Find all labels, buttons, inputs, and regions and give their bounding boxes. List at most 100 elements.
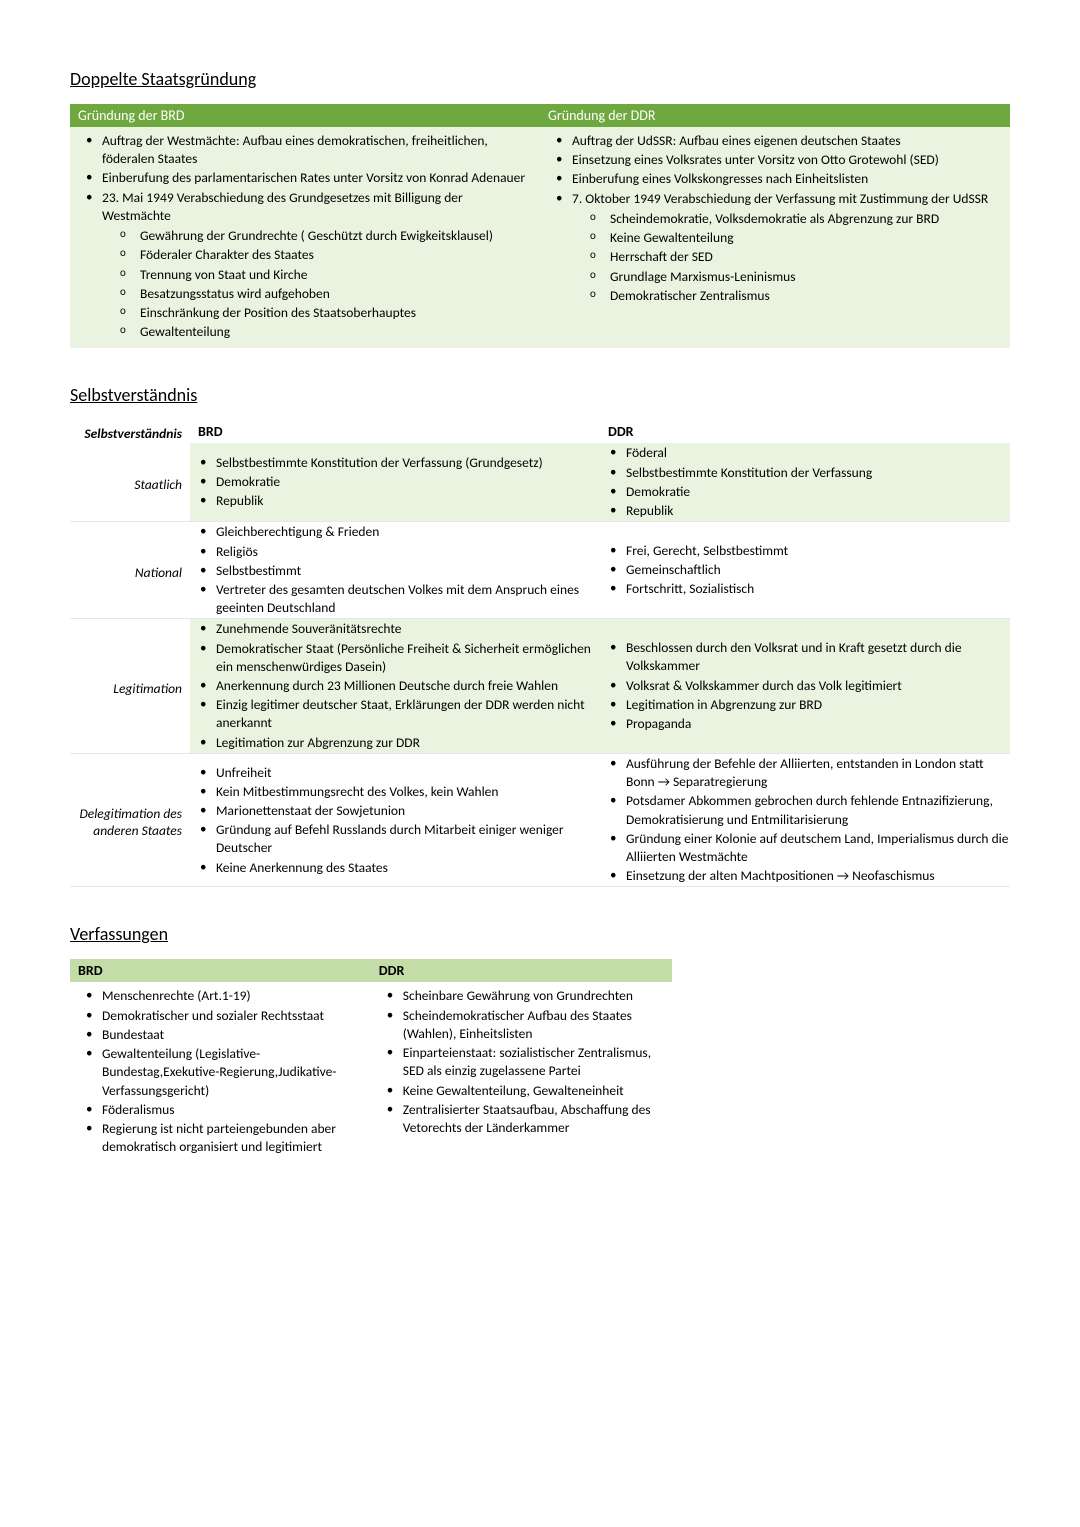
list-item: Trennung von Staat und Kirche (140, 266, 534, 284)
cell-brd: Zunehmende Souveränitätsrechte Demokrati… (190, 619, 600, 754)
col-header-brd: Gründung der BRD (70, 104, 540, 127)
cell-ddr: Auftrag der UdSSR: Aufbau eines eigenen … (540, 127, 1010, 348)
list-item: Menschenrechte (Art.1-19) (102, 987, 365, 1005)
table-verfassungen: BRD DDR Menschenrechte (Art.1-19) Demokr… (70, 959, 672, 1163)
col-header-ddr: DDR (371, 959, 672, 982)
list-item: Gleichberechtigung & Frieden (216, 523, 600, 541)
list-item: Scheindemokratie, Volksdemokratie als Ab… (610, 210, 1004, 228)
list-item: Anerkennung durch 23 Millionen Deutsche … (216, 677, 600, 695)
list-item: Marionettenstaat der Sowjetunion (216, 802, 600, 820)
list-item: Einschränkung der Position des Staatsobe… (140, 304, 534, 322)
list-item: Bundestaat (102, 1026, 365, 1044)
list-item: Auftrag der Westmächte: Aufbau eines dem… (102, 132, 534, 168)
list-item: Besatzungsstatus wird aufgehoben (140, 285, 534, 303)
section2-title: Selbstverständnis (70, 384, 1010, 406)
row-header-label: Selbstverständnis (70, 420, 190, 443)
cell-ddr: Beschlossen durch den Volksrat und in Kr… (600, 619, 1010, 754)
row-label: National (70, 522, 190, 619)
table-row: BRD DDR (70, 959, 672, 982)
list-item: 23. Mai 1949 Verabschiedung des Grundges… (102, 189, 534, 342)
list-item: Selbstbestimmte Konstitution der Verfass… (216, 454, 600, 472)
list-item: Kein Mitbestimmungsrecht des Volkes, kei… (216, 783, 600, 801)
list-item: Beschlossen durch den Volksrat und in Kr… (626, 639, 1010, 675)
col-header-brd: BRD (70, 959, 371, 982)
list-item: Gewaltenteilung (140, 323, 534, 341)
list-item: Demokratischer Zentralismus (610, 287, 1004, 305)
cell-ddr: Föderal Selbstbestimmte Konstitution der… (600, 443, 1010, 521)
list-item: Scheindemokratischer Aufbau des Staates … (403, 1007, 666, 1043)
list-item: Republik (626, 502, 1010, 520)
list-item: Zentralisierter Staatsaufbau, Abschaffun… (403, 1101, 666, 1137)
list-item: Selbstbestimmte Konstitution der Verfass… (626, 464, 1010, 482)
list-item: Potsdamer Abkommen gebrochen durch fehle… (626, 792, 1010, 828)
list-item: Legitimation in Abgrenzung zur BRD (626, 696, 1010, 714)
row-label: Staatlich (70, 443, 190, 521)
list-item: Legitimation zur Abgrenzung zur DDR (216, 734, 600, 752)
cell-brd: Unfreiheit Kein Mitbestimmungsrecht des … (190, 753, 600, 887)
col-header-ddr: Gründung der DDR (540, 104, 1010, 127)
list-item: Fortschritt, Sozialistisch (626, 580, 1010, 598)
list-item: Einsetzung der alten Machtpositionen → N… (626, 867, 1010, 885)
list-item: Grundlage Marxismus-Leninismus (610, 268, 1004, 286)
list-item: Selbstbestimmt (216, 562, 600, 580)
table-row: National Gleichberechtigung & Frieden Re… (70, 522, 1010, 619)
cell-brd: Menschenrechte (Art.1-19) Demokratischer… (70, 982, 371, 1163)
sublist: Scheindemokratie, Volksdemokratie als Ab… (572, 210, 1004, 305)
table-row: Gründung der BRD Gründung der DDR (70, 104, 1010, 127)
cell-ddr: Ausführung der Befehle der Alliierten, e… (600, 753, 1010, 887)
list-item: Föderaler Charakter des Staates (140, 246, 534, 264)
list-item: Einzig legitimer deutscher Staat, Erklär… (216, 696, 600, 732)
col-header-ddr: DDR (600, 420, 1010, 443)
list-item: Volksrat & Volkskammer durch das Volk le… (626, 677, 1010, 695)
list: Auftrag der Westmächte: Aufbau eines dem… (76, 132, 534, 341)
list-item: Propaganda (626, 715, 1010, 733)
cell-brd: Auftrag der Westmächte: Aufbau eines dem… (70, 127, 540, 348)
table-row: Delegitimation des anderen Staates Unfre… (70, 753, 1010, 887)
list-item: Keine Gewaltenteilung (610, 229, 1004, 247)
list-item: Demokratischer Staat (Persönliche Freihe… (216, 640, 600, 676)
sublist: Gewährung der Grundrechte ( Geschützt du… (102, 227, 534, 341)
list-item: Einparteienstaat: sozialistischer Zentra… (403, 1044, 666, 1080)
list-item: Gründung einer Kolonie auf deutschem Lan… (626, 830, 1010, 866)
table-row: Staatlich Selbstbestimmte Konstitution d… (70, 443, 1010, 521)
list-item: Demokratie (626, 483, 1010, 501)
list-item: Scheinbare Gewährung von Grundrechten (403, 987, 666, 1005)
row-label: Legitimation (70, 619, 190, 754)
list-item: 7. Oktober 1949 Verabschiedung der Verfa… (572, 190, 1004, 305)
list-item: Föderal (626, 444, 1010, 462)
table-selbstverstaendnis: Selbstverständnis BRD DDR Staatlich Selb… (70, 420, 1010, 887)
list-item: Gründung auf Befehl Russlands durch Mita… (216, 821, 600, 857)
list-item: Frei, Gerecht, Selbstbestimmt (626, 542, 1010, 560)
col-header-brd: BRD (190, 420, 600, 443)
cell-brd: Gleichberechtigung & Frieden Religiös Se… (190, 522, 600, 619)
list-item: Einberufung des parlamentarischen Rates … (102, 169, 534, 187)
list-item: Auftrag der UdSSR: Aufbau eines eigenen … (572, 132, 1004, 150)
row-label: Delegitimation des anderen Staates (70, 753, 190, 887)
section3-title: Verfassungen (70, 923, 1010, 945)
table-row: Legitimation Zunehmende Souveränitätsrec… (70, 619, 1010, 754)
cell-ddr: Frei, Gerecht, Selbstbestimmt Gemeinscha… (600, 522, 1010, 619)
table-row: Auftrag der Westmächte: Aufbau eines dem… (70, 127, 1010, 348)
list-item: Religiös (216, 543, 600, 561)
list-item: Keine Gewaltenteilung, Gewalteneinheit (403, 1082, 666, 1100)
table-row: Selbstverständnis BRD DDR (70, 420, 1010, 443)
list-item: Gewaltenteilung (Legislative-Bundestag,E… (102, 1045, 365, 1100)
list-item: Herrschaft der SED (610, 248, 1004, 266)
list-item: Gewährung der Grundrechte ( Geschützt du… (140, 227, 534, 245)
list-item: Ausführung der Befehle der Alliierten, e… (626, 755, 1010, 791)
list-item: Gemeinschaftlich (626, 561, 1010, 579)
section1-title: Doppelte Staatsgründung (70, 68, 1010, 90)
cell-ddr: Scheinbare Gewährung von Grundrechten Sc… (371, 982, 672, 1163)
list-item: Einberufung eines Volkskongresses nach E… (572, 170, 1004, 188)
list: Auftrag der UdSSR: Aufbau eines eigenen … (546, 132, 1004, 305)
list-item: Föderalismus (102, 1101, 365, 1119)
list-item: Republik (216, 492, 600, 510)
list-item: Regierung ist nicht parteiengebunden abe… (102, 1120, 365, 1156)
list-item: Demokratie (216, 473, 600, 491)
cell-brd: Selbstbestimmte Konstitution der Verfass… (190, 443, 600, 521)
list-item: Vertreter des gesamten deutschen Volkes … (216, 581, 600, 617)
list-item: Unfreiheit (216, 764, 600, 782)
table-row: Menschenrechte (Art.1-19) Demokratischer… (70, 982, 672, 1163)
list-item: Zunehmende Souveränitätsrechte (216, 620, 600, 638)
table-gruendung: Gründung der BRD Gründung der DDR Auftra… (70, 104, 1010, 348)
